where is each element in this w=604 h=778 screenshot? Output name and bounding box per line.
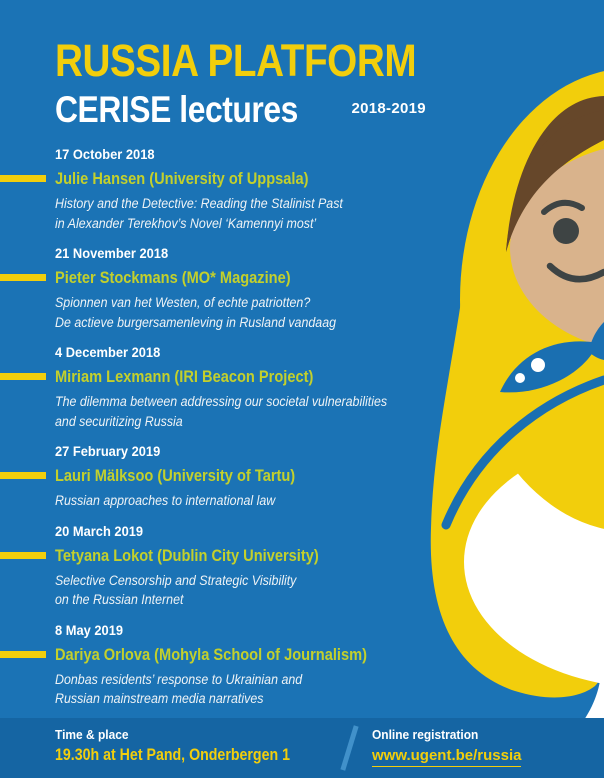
registration-block: Online registration www.ugent.be/russia [372,726,522,767]
lecture-speaker: Tetyana Lokot (Dublin City University) [55,546,604,566]
speaker-accent-bar [0,175,46,182]
lecture-date-text: 8 May 2019 [55,621,124,638]
lecture-speaker-text: Julie Hansen (University of Uppsala) [55,169,309,188]
time-place-label-text: Time & place [55,727,129,742]
season-label: 2018-2019 [351,100,426,117]
lecture-speaker: Miriam Lexmann (IRI Beacon Project) [55,367,604,387]
speaker-row: Julie Hansen (University of Uppsala) [0,169,604,189]
lecture-speaker: Lauri Mälksoo (University of Tartu) [55,466,604,486]
registration-link[interactable]: www.ugent.be/russia [372,746,522,767]
lecture-speaker: Pieter Stockmans (MO* Magazine) [55,268,604,288]
lecture-date: 4 December 2018 [55,344,604,360]
lecture-description-line: De actieve burgersamenleving in Rusland … [55,313,604,333]
lecture-speaker-text: Pieter Stockmans (MO* Magazine) [55,268,291,287]
lecture-description-text: and securitizing Russia [55,413,183,429]
lecture-description-line: Russian mainstream media narratives [55,689,604,709]
lecture-date-text: 27 February 2019 [55,443,161,459]
lecture-speaker-text: Miriam Lexmann (IRI Beacon Project) [55,367,314,386]
lecture-date-text: 21 November 2018 [55,245,169,261]
lecture-description-line: Russian approaches to international law [55,491,604,511]
lecture-description-line: and securitizing Russia [55,412,604,432]
lecture-date: 8 May 2019 [55,622,604,638]
lecture-speaker: Julie Hansen (University of Uppsala) [55,169,604,189]
speaker-accent-bar [0,373,46,380]
speaker-row: Lauri Mälksoo (University of Tartu) [0,466,604,486]
lecture-description-line: Donbas residents’ response to Ukrainian … [55,670,604,690]
lecture-description-text: Spionnen van het Westen, of echte patrio… [55,295,311,310]
lecture-description-text: Russian mainstream media narratives [55,691,264,706]
poster-footer: Time & place 19.30h at Het Pand, Onderbe… [0,718,604,778]
lecture-date: 21 November 2018 [55,245,604,261]
lecture-speaker-text: Tetyana Lokot (Dublin City University) [55,545,319,565]
lecture-date-text: 20 March 2019 [55,522,144,539]
lecture-description-text: in Alexander Terekhov’s Novel ‘Kamennyi … [55,215,317,231]
speaker-row: Pieter Stockmans (MO* Magazine) [0,268,604,288]
lecture-description-line: The dilemma between addressing our socie… [55,392,604,412]
time-place-block: Time & place 19.30h at Het Pand, Onderbe… [55,726,328,766]
lecture-item: 20 March 2019 Tetyana Lokot (Dublin City… [0,523,604,610]
speaker-accent-bar [0,551,46,559]
lecture-description-line: in Alexander Terekhov’s Novel ‘Kamennyi … [55,214,604,234]
speaker-row: Dariya Orlova (Mohyla School of Journali… [0,645,604,665]
time-place-label: Time & place [55,726,328,743]
lecture-speaker-text: Dariya Orlova (Mohyla School of Journali… [55,644,367,664]
lecture-speaker: Dariya Orlova (Mohyla School of Journali… [55,645,604,665]
speaker-row: Miriam Lexmann (IRI Beacon Project) [0,367,604,387]
registration-label-text: Online registration [372,727,479,742]
poster-title-text: RUSSIA PLATFORM [55,35,417,86]
lecture-description-text: De actieve burgersamenleving in Rusland … [55,314,337,330]
poster-subtitle-text: CERISE lectures [55,89,298,130]
lecture-date: 27 February 2019 [55,443,604,459]
speaker-accent-bar [0,472,46,479]
lecture-list: 17 October 2018 Julie Hansen (University… [0,146,604,709]
time-place-value: 19.30h at Het Pand, Onderbergen 1 [55,745,328,766]
lecture-description-text: The dilemma between addressing our socie… [55,394,388,409]
lecture-description-text: on the Russian Internet [55,592,184,607]
lecture-description-text: History and the Detective: Reading the S… [55,196,343,211]
time-place-value-text: 19.30h at Het Pand, Onderbergen 1 [55,746,290,764]
lecture-date-text: 4 December 2018 [55,344,161,360]
lecture-description-text: Donbas residents’ response to Ukrainian … [55,671,303,687]
lecture-date: 17 October 2018 [55,146,604,162]
lecture-date-text: 17 October 2018 [55,146,155,162]
lecture-item: 8 May 2019 Dariya Orlova (Mohyla School … [0,622,604,709]
lecture-description-line: Spionnen van het Westen, of echte patrio… [55,293,604,313]
lecture-item: 27 February 2019 Lauri Mälksoo (Universi… [0,443,604,511]
lecture-description-text: Selective Censorship and Strategic Visib… [55,572,297,588]
speaker-accent-bar [0,650,46,658]
speaker-row: Tetyana Lokot (Dublin City University) [0,546,604,566]
footer-divider-slash [340,725,359,771]
speaker-accent-bar [0,274,46,281]
subtitle-row: CERISE lectures 2018-2019 [55,91,604,129]
lecture-description-line: on the Russian Internet [55,590,604,610]
lecture-item: 21 November 2018 Pieter Stockmans (MO* M… [0,245,604,332]
lecture-description-line: Selective Censorship and Strategic Visib… [55,571,604,591]
lecture-date: 20 March 2019 [55,523,604,539]
lecture-description-line: History and the Detective: Reading the S… [55,194,604,214]
lecture-description-text: Russian approaches to international law [55,493,276,508]
poster-subtitle: CERISE lectures [55,91,337,129]
lecture-item: 4 December 2018 Miriam Lexmann (IRI Beac… [0,344,604,431]
poster-header: RUSSIA PLATFORM CERISE lectures 2018-201… [0,0,604,129]
lecture-speaker-text: Lauri Mälksoo (University of Tartu) [55,466,296,485]
lecture-item: 17 October 2018 Julie Hansen (University… [0,146,604,233]
poster-title: RUSSIA PLATFORM [55,38,604,84]
registration-label: Online registration [372,726,521,743]
